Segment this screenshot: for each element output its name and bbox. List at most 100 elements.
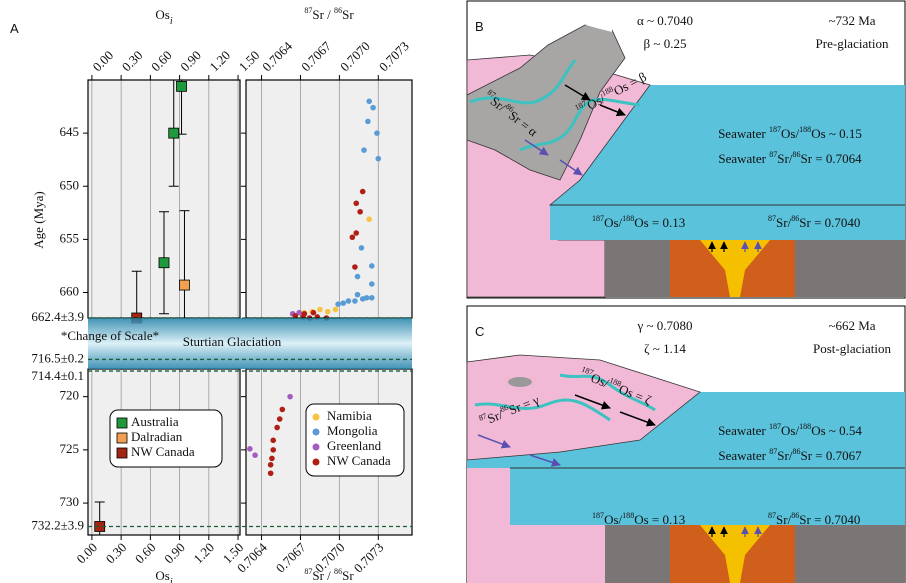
arrow [619,411,656,427]
river [559,373,656,412]
data-point [176,80,187,92]
data-point [335,301,341,307]
data-point [158,257,170,269]
legend-label: Greenland [327,438,382,453]
age-note: ~662 Ma [828,318,875,333]
arrow [524,139,549,156]
seawater-sr: Seawater 87Sr/86Sr = 0.7067 [718,447,862,463]
data-point [317,306,323,313]
data-point [353,200,360,207]
x-tick-label: 0.30 [119,48,146,75]
data-point [345,298,352,304]
x-tick-label: 0.00 [90,48,117,75]
x-tick-label: 1.20 [206,48,233,75]
ratio-note: α ~ 0.7040 [637,13,693,28]
data-point [361,147,367,153]
band-label: Sturtian Glaciation [183,334,282,349]
arrow [529,454,561,467]
data-point [179,279,190,291]
rock [466,24,626,181]
river [474,398,611,422]
x-tick-label: 0.90 [177,48,204,75]
data-point [340,300,347,306]
phase-note: Post-glaciation [813,341,891,356]
river [469,59,577,105]
legend-label: Dalradian [131,429,183,444]
vent-os: 187Os/188Os = 0.13 [592,511,685,527]
vent-os: 187Os/188Os = 0.13 [592,214,685,230]
legend-label: Australia [131,414,179,429]
legend-box [109,409,223,468]
seawater-os: Seawater 187Os/188Os ~ 0.15 [718,125,862,141]
data-point [168,127,180,139]
x-axis-label: Osi [155,568,172,583]
x-tick-label: 0.7070 [337,38,373,74]
data-point [354,291,361,298]
glaciation-band [88,318,412,369]
data-point [270,447,277,453]
x-axis-label-main: Os [155,7,169,22]
data-point [366,98,373,105]
ratio-note: γ ~ 0.7080 [636,318,692,333]
data-point [301,310,308,317]
data-point [276,416,283,422]
data-point [332,306,339,313]
data-point [252,452,258,458]
x-tick-label: 1.20 [190,540,217,567]
data-point [324,308,331,315]
data-point [296,309,302,316]
legend-label: NW Canada [327,453,391,468]
arrow [599,104,626,117]
data-point [274,424,280,431]
x-axis-label-main: Os [155,568,169,583]
panel-label: C [475,324,484,339]
data-point [374,130,380,136]
age-note: ~732 Ma [828,13,875,28]
x-axis-label-main: 87Sr / 86Sr [304,6,354,22]
y-tick-label: 720 [60,388,80,403]
data-point [357,208,363,215]
panel-label: A [10,21,19,36]
data-point [359,188,366,195]
legend-label: Mongolia [327,423,378,438]
seawater-os: Seawater 187Os/188Os ~ 0.54 [718,422,862,438]
snow [585,25,612,32]
scale-note: *Change of Scale* [61,328,159,343]
x-tick-label: 0.7073 [351,540,387,576]
data-point [267,470,274,477]
x-tick-label: 0.90 [161,540,188,567]
y-axis-label: Age (Mya) [31,191,46,248]
seawater [550,85,905,205]
x-tick-label: 0.30 [103,540,130,567]
y-tick-label: 645 [60,124,80,139]
y-tick-label: 725 [60,441,80,456]
arrow [477,434,511,449]
legend-swatch [116,417,128,429]
data-point [269,455,275,462]
data-point [267,461,274,468]
age-marker-label: 732.2±3.9 [31,517,84,532]
x-axis-label-sub: i [170,577,173,583]
data-point [310,309,317,316]
data-point [349,234,356,241]
data-point [368,263,375,269]
data-point [368,281,375,287]
y-tick-label: 660 [60,283,80,298]
data-point [270,437,277,444]
age-marker-label: 662.4±3.9 [31,309,84,324]
data-point [370,104,376,111]
x-axis-label-main: 87Sr / 86Sr [304,567,354,583]
x-tick-label: 1.50 [236,48,263,75]
river [519,97,641,152]
x-tick-label: 0.00 [73,540,100,567]
legend-swatch [312,428,320,436]
error-bar [131,270,142,318]
y-tick-label: 650 [60,177,80,192]
vent-plume [700,525,770,583]
arrow [564,84,591,101]
plot-area [246,80,412,318]
data-point [352,298,358,304]
data-point [375,155,382,162]
vent-sr: 87Sr/86Sr = 0.7040 [768,214,860,230]
